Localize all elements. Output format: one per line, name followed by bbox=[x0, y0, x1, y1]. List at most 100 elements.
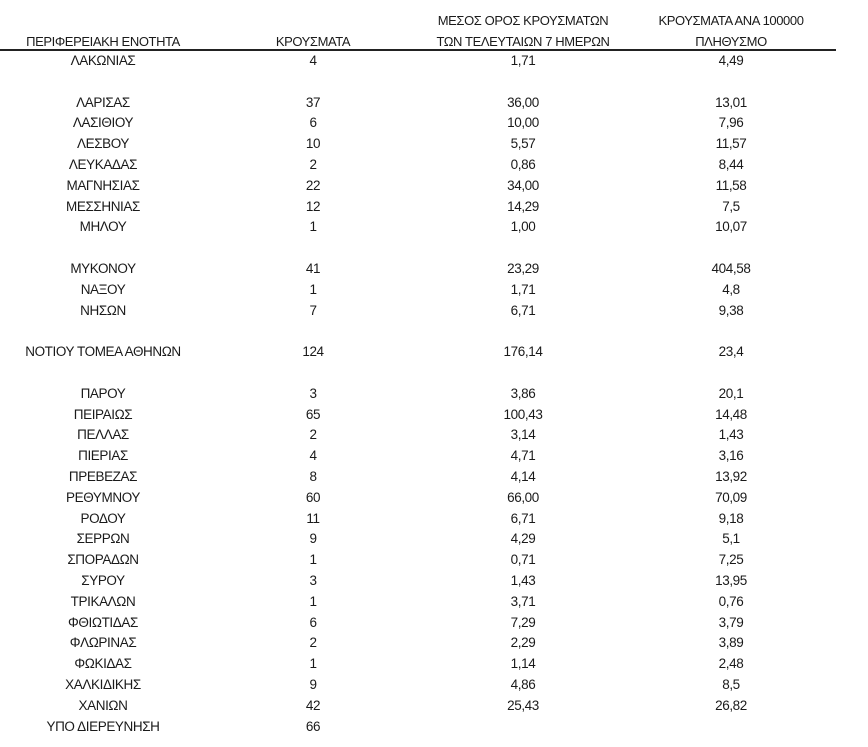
cell-cases: 2 bbox=[309, 635, 317, 651]
table-row: ΦΩΚΙΔΑΣ 1 1,14 2,48 bbox=[0, 653, 868, 674]
cell-per100k: 11,57 bbox=[715, 136, 747, 152]
table-row: ΣΠΟΡΑΔΩΝ 1 0,71 7,25 bbox=[0, 549, 868, 570]
cell-avg7: 25,43 bbox=[507, 697, 539, 713]
cell-region: ΤΡΙΚΑΛΩΝ bbox=[70, 593, 136, 609]
table-row: ΜΕΣΣΗΝΙΑΣ 12 14,29 7,5 bbox=[0, 196, 868, 217]
cell-avg7: 1,14 bbox=[510, 656, 536, 672]
cell-avg7: 176,14 bbox=[503, 344, 543, 360]
cell-per100k: 13,01 bbox=[715, 94, 747, 110]
cell-avg7: 1,43 bbox=[510, 573, 536, 588]
cell-cases: 9 bbox=[309, 531, 317, 547]
cell-cases: 2 bbox=[309, 427, 317, 443]
cell-avg7: 66,00 bbox=[507, 489, 539, 505]
cell-region: ΣΠΟΡΑΔΩΝ bbox=[67, 552, 139, 568]
table-row: ΛΑΚΩΝΙΑΣ 4 1,71 4,49 bbox=[0, 50, 868, 71]
cell-cases: 42 bbox=[305, 697, 321, 713]
cell-cases: 3 bbox=[309, 385, 317, 401]
cell-avg7: 23,29 bbox=[507, 261, 539, 276]
header-per100k: ΚΡΟΥΣΜΑΤΑ ΑΝΑ 100000 ΠΛΗΘΥΣΜΟ bbox=[631, 10, 831, 52]
cell-region: ΠΡΕΒΕΖΑΣ bbox=[68, 469, 138, 484]
cell-avg7: 7,29 bbox=[510, 614, 536, 630]
cell-per100k: 3,79 bbox=[718, 614, 744, 630]
cell-region: ΜΑΓΝΗΣΙΑΣ bbox=[66, 177, 140, 193]
header-per100k-line2: ΠΛΗΘΥΣΜΟ bbox=[695, 34, 767, 49]
cell-per100k: 8,5 bbox=[722, 677, 740, 692]
cell-region: ΜΕΣΣΗΝΙΑΣ bbox=[66, 198, 140, 214]
cell-cases: 41 bbox=[305, 261, 321, 276]
cell-per100k: 23,4 bbox=[718, 344, 744, 360]
cell-region: ΛΑΡΙΣΑΣ bbox=[76, 94, 130, 110]
cell-avg7: 36,00 bbox=[507, 94, 539, 110]
cell-cases: 8 bbox=[309, 469, 317, 484]
cell-region: ΦΩΚΙΔΑΣ bbox=[74, 656, 132, 672]
cell-per100k: 0,76 bbox=[718, 593, 744, 609]
cell-avg7: 4,86 bbox=[510, 677, 536, 692]
cell-cases: 4 bbox=[309, 448, 317, 464]
cell-cases: 9 bbox=[309, 677, 317, 692]
cell-region: ΠΑΡΟΥ bbox=[80, 385, 126, 401]
cell-avg7: 3,86 bbox=[510, 385, 536, 401]
cell-per100k: 9,38 bbox=[718, 302, 744, 318]
cell-cases: 6 bbox=[309, 614, 317, 630]
table-row: ΧΑΝΙΩΝ 42 25,43 26,82 bbox=[0, 695, 868, 716]
cell-cases: 12 bbox=[305, 198, 321, 214]
table-row: ΠΕΙΡΑΙΩΣ 65 100,43 14,48 bbox=[0, 404, 868, 425]
cell-cases: 6 bbox=[309, 115, 317, 131]
table-row: ΝΑΞΟΥ 1 1,71 4,8 bbox=[0, 279, 868, 300]
cell-avg7: 0,86 bbox=[510, 157, 536, 172]
cell-region: ΜΗΛΟΥ bbox=[79, 219, 127, 235]
cell-avg7: 4,71 bbox=[510, 448, 536, 464]
cell-per100k: 7,25 bbox=[718, 552, 744, 568]
cell-per100k: 2,48 bbox=[718, 656, 744, 672]
cell-region: ΦΛΩΡΙΝΑΣ bbox=[69, 635, 137, 651]
cell-region: ΜΥΚΟΝΟΥ bbox=[70, 261, 136, 276]
cell-avg7: 14,29 bbox=[507, 198, 539, 214]
cell-cases: 124 bbox=[302, 344, 324, 360]
cell-region: ΥΠΟ ΔΙΕΡΕΥΝΗΣΗ bbox=[46, 718, 160, 734]
table-row: ΡΕΘΥΜΝΟΥ 60 66,00 70,09 bbox=[0, 487, 868, 508]
cell-cases: 10 bbox=[305, 136, 321, 152]
cell-cases: 60 bbox=[305, 489, 321, 505]
cell-avg7: 6,71 bbox=[510, 302, 536, 318]
cell-per100k: 26,82 bbox=[715, 697, 747, 713]
table-row: ΠΙΕΡΙΑΣ 4 4,71 3,16 bbox=[0, 445, 868, 466]
cell-per100k: 5,1 bbox=[722, 531, 740, 547]
cell-cases: 1 bbox=[309, 656, 317, 672]
table-row: ΡΟΔΟΥ 11 6,71 9,18 bbox=[0, 508, 868, 529]
cell-per100k: 70,09 bbox=[715, 489, 747, 505]
cell-avg7: 34,00 bbox=[507, 177, 539, 193]
cell-cases: 1 bbox=[309, 593, 317, 609]
cell-avg7: 4,14 bbox=[510, 469, 536, 484]
cell-avg7: 1,00 bbox=[510, 219, 536, 235]
table-row: ΠΕΛΛΑΣ 2 3,14 1,43 bbox=[0, 424, 868, 445]
cell-per100k: 10,07 bbox=[715, 219, 747, 235]
table-row: ΤΡΙΚΑΛΩΝ 1 3,71 0,76 bbox=[0, 591, 868, 612]
cell-region: ΝΗΣΩΝ bbox=[80, 302, 126, 318]
cell-region: ΛΕΥΚΑΔΑΣ bbox=[68, 157, 138, 172]
cell-avg7: 100,43 bbox=[503, 406, 543, 422]
table-row: ΜΑΓΝΗΣΙΑΣ 22 34,00 11,58 bbox=[0, 175, 868, 196]
table-row: ΠΑΡΟΥ 3 3,86 20,1 bbox=[0, 383, 868, 404]
table-row: ΠΡΕΒΕΖΑΣ 8 4,14 13,92 bbox=[0, 466, 868, 487]
cell-per100k: 11,58 bbox=[715, 177, 747, 193]
table-row: ΥΠΟ ΔΙΕΡΕΥΝΗΣΗ 66 bbox=[0, 716, 868, 737]
cell-per100k: 13,92 bbox=[715, 469, 747, 484]
cell-cases: 11 bbox=[306, 510, 320, 526]
cell-avg7: 0,71 bbox=[510, 552, 536, 568]
cell-region: ΧΑΝΙΩΝ bbox=[78, 697, 128, 713]
cell-cases: 2 bbox=[309, 157, 317, 172]
cell-avg7: 10,00 bbox=[507, 115, 539, 131]
cell-region: ΦΘΙΩΤΙΔΑΣ bbox=[68, 614, 138, 630]
cell-per100k: 13,95 bbox=[715, 573, 747, 588]
cell-avg7: 1,71 bbox=[510, 281, 536, 297]
table-row: ΛΑΡΙΣΑΣ 37 36,00 13,01 bbox=[0, 92, 868, 113]
cell-region: ΝΟΤΙΟΥ ΤΟΜΕΑ ΑΘΗΝΩΝ bbox=[25, 344, 181, 360]
cell-per100k: 4,8 bbox=[722, 281, 740, 297]
table-row: ΛΑΣΙΘΙΟΥ 6 10,00 7,96 bbox=[0, 112, 868, 133]
cell-region: ΡΕΘΥΜΝΟΥ bbox=[66, 489, 140, 505]
cell-cases: 3 bbox=[309, 573, 317, 588]
cell-avg7: 2,29 bbox=[510, 635, 536, 651]
cell-region: ΠΙΕΡΙΑΣ bbox=[78, 448, 128, 464]
cell-per100k: 14,48 bbox=[715, 406, 747, 422]
cell-per100k: 7,96 bbox=[718, 115, 744, 131]
